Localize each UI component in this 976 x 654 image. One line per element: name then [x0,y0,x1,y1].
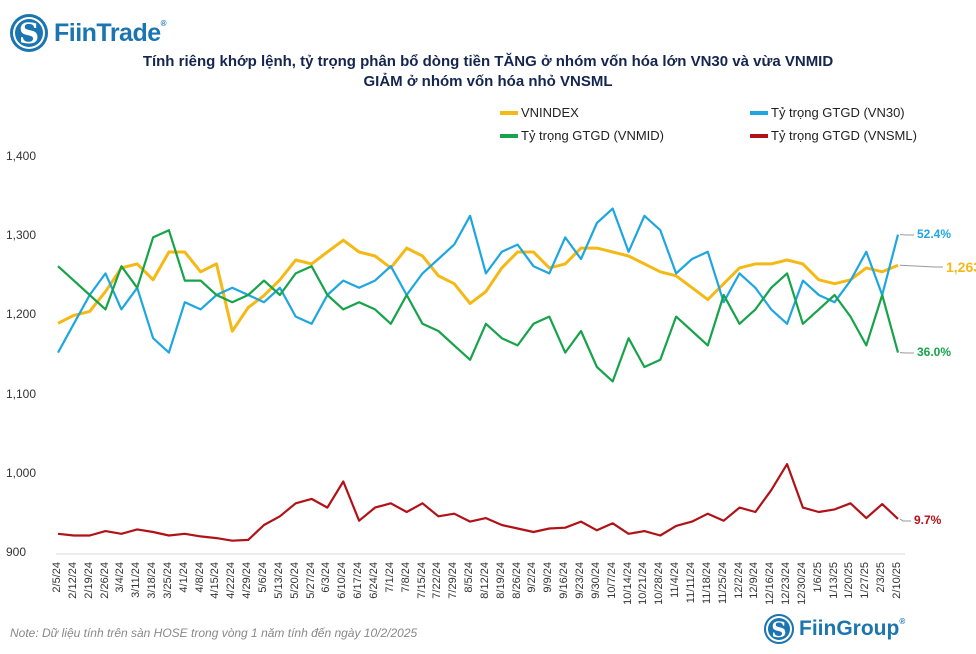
fiintrade-logo-icon: S [10,14,48,52]
series-line-t-tr-ng-gtgd-vnmid- [57,229,900,383]
fiingroup-logo: S FiinGroup® [764,614,905,644]
logo-mark: S [18,16,40,50]
legend-vnindex: VNINDEX [500,105,579,120]
chart-title-line-2: GIẢM ở nhóm vốn hóa nhỏ VNSML [363,73,613,90]
legend-swatch-vnsml [750,133,768,138]
registered-mark: ® [160,18,167,28]
legend-swatch-vn30 [750,110,768,115]
logo-mark: S [771,616,787,642]
fiingroup-logo-icon: S [764,614,794,644]
y-tick-label: 1,300 [6,228,37,243]
registered-mark: ® [899,617,906,626]
chart-title: Tính riêng khớp lệnh, tỷ trọng phân bổ d… [0,52,976,92]
end-label-vn30: 52.4% [917,227,952,241]
chart-title-line-1: Tính riêng khớp lệnh, tỷ trọng phân bổ d… [142,53,834,70]
end-label-leader [899,264,943,268]
end-label-vnindex: 1,263.3 [946,259,976,275]
legend-label: Tỷ trọng GTGD (VNSML) [771,128,917,143]
legend-label: Tỷ trọng GTGD (VNMID) [521,128,665,143]
legend-swatch-vnindex [500,110,518,115]
end-label-vnmid: 36.0% [917,345,952,359]
y-tick-label: 900 [6,545,27,559]
logo-text: FiinTrade [54,18,161,47]
y-tick-label: 1,200 [6,307,37,322]
footnote: Note: Dữ liệu tính trên sàn HOSE trong v… [10,626,418,640]
end-label-vnsml: 9.7% [914,513,942,527]
series-line-t-tr-ng-gtgd-vnsml- [57,463,899,542]
series-line-vnindex [57,238,899,333]
series-line-t-tr-ng-gtgd-vn30- [57,207,900,354]
legend-label: VNINDEX [521,105,579,120]
y-tick-label: 1,100 [6,386,37,401]
y-tick-label: 1,400 [6,149,37,163]
legend-swatch-vnmid [500,133,518,138]
y-tick-label: 1,000 [6,465,37,480]
legend-vnsml: Tỷ trọng GTGD (VNSML) [750,128,917,143]
legend-label: Tỷ trọng GTGD (VN30) [771,105,905,120]
end-label-leader [899,518,911,522]
legend-vnmid: Tỷ trọng GTGD (VNMID) [500,128,664,143]
fiingroup-text: FiinGroup [799,617,900,640]
legend-vn30: Tỷ trọng GTGD (VN30) [750,105,905,120]
fiintrade-logo: S FiinTrade® [10,14,167,52]
